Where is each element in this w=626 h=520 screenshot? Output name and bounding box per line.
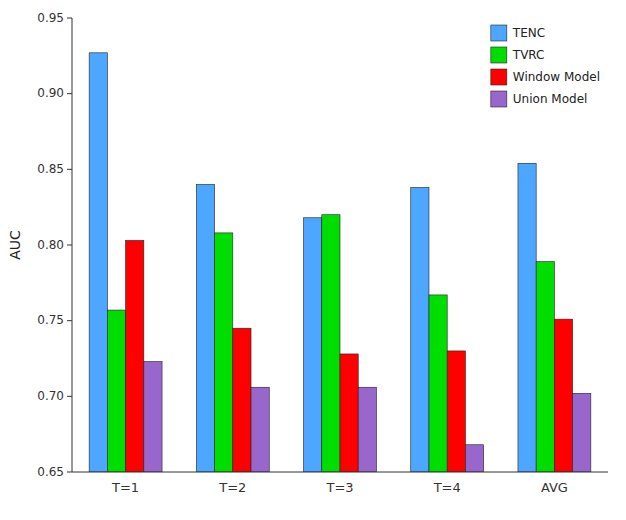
y-tick <box>67 18 72 19</box>
bar <box>411 187 429 472</box>
legend-label: Union Model <box>513 92 588 106</box>
y-axis-line <box>72 18 73 472</box>
y-axis-label: AUC <box>7 230 23 260</box>
y-tick-label: 0.75 <box>37 313 64 327</box>
legend-label: TVRC <box>512 48 545 62</box>
bar <box>215 233 233 472</box>
bar <box>126 240 144 472</box>
bars <box>89 53 591 472</box>
bar <box>554 319 572 472</box>
legend-swatch <box>491 47 507 63</box>
y-tick-label: 0.65 <box>37 465 64 479</box>
y-tick-label: 0.95 <box>37 11 64 25</box>
legend-swatch <box>491 91 507 107</box>
bar <box>536 262 554 472</box>
x-tick-label: T=4 <box>433 480 461 495</box>
bar <box>251 387 269 472</box>
bar <box>144 362 162 472</box>
bar <box>322 215 340 472</box>
y-tick-label: 0.90 <box>37 86 64 100</box>
x-axis: T=1 T=2 T=3 T=4 AVG <box>111 480 568 495</box>
y-tick <box>67 93 72 94</box>
bar <box>304 218 322 472</box>
bar <box>518 163 536 472</box>
x-tick-label: T=2 <box>218 480 246 495</box>
x-tick-label: T=3 <box>325 480 353 495</box>
legend: TENC TVRC Window Model Union Model <box>491 25 600 107</box>
bar <box>196 184 214 472</box>
chart-container: 0.65 0.70 0.75 0.80 0.85 0.90 0.95 T=1 T=2 T=3 T=4… <box>0 0 626 520</box>
y-tick <box>67 245 72 246</box>
bar <box>573 393 591 472</box>
legend-label: TENC <box>512 26 545 40</box>
bar <box>465 445 483 472</box>
bar <box>233 328 251 472</box>
legend-label: Window Model <box>513 70 600 84</box>
y-tick <box>67 472 72 473</box>
y-tick <box>67 320 72 321</box>
y-tick-label: 0.85 <box>37 162 64 176</box>
y-tick <box>67 169 72 170</box>
y-tick-label: 0.70 <box>37 389 64 403</box>
y-tick-label: 0.80 <box>37 238 64 252</box>
y-axis: 0.65 0.70 0.75 0.80 0.85 0.90 0.95 <box>37 11 72 479</box>
bar <box>358 387 376 472</box>
y-tick <box>67 396 72 397</box>
bar <box>447 351 465 472</box>
x-tick-label: AVG <box>541 480 568 495</box>
x-tick-label: T=1 <box>111 480 139 495</box>
bar <box>429 295 447 472</box>
chart-svg: 0.65 0.70 0.75 0.80 0.85 0.90 0.95 T=1 T=2 T=3 T=4… <box>0 0 626 520</box>
legend-swatch <box>491 69 507 85</box>
bar <box>89 53 107 472</box>
bar <box>107 310 125 472</box>
bar <box>340 354 358 472</box>
legend-swatch <box>491 25 507 41</box>
x-axis-line <box>72 472 608 473</box>
